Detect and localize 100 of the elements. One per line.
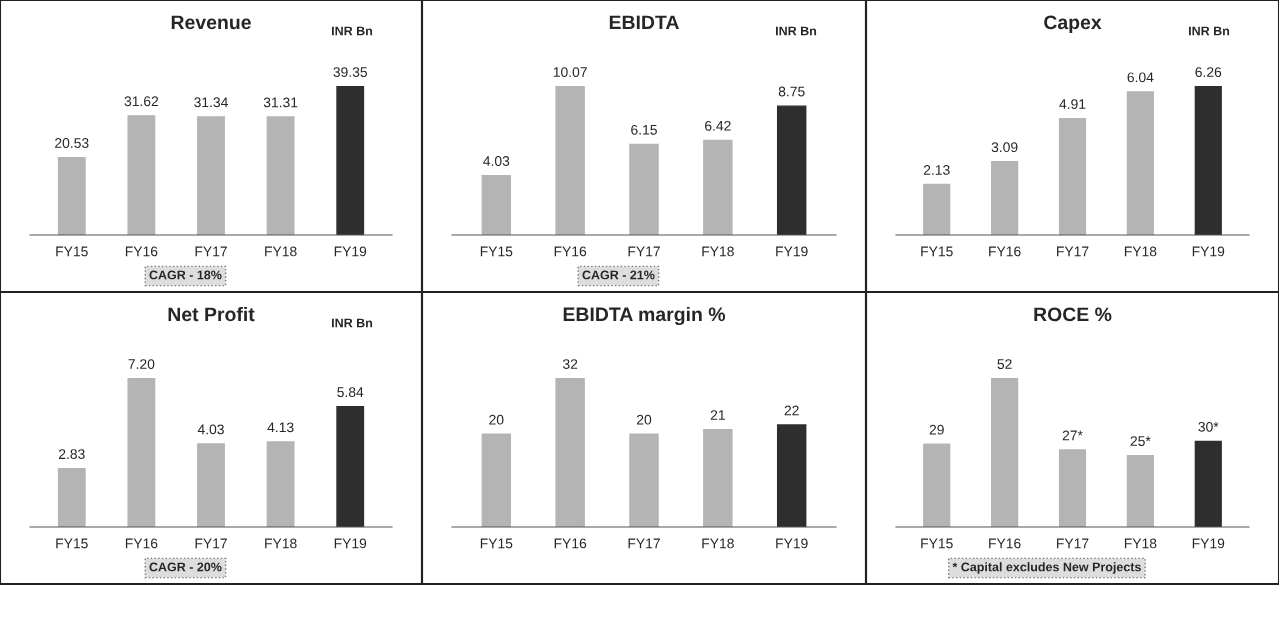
bar: [703, 428, 733, 527]
x-tick-label: FY18: [702, 538, 734, 549]
bar: [555, 377, 585, 527]
x-tick-label: FY18: [265, 538, 297, 549]
x-tick-label: FY17: [1057, 246, 1089, 257]
x-tick-label: FY19: [334, 246, 367, 257]
x-tick-label: FY17: [628, 538, 660, 549]
x-tick-label: FY16: [554, 538, 587, 549]
bar: [629, 143, 659, 235]
chart-title: Revenue: [171, 15, 251, 30]
data-label: 6.42: [705, 120, 731, 131]
x-tick-label: FY15: [480, 538, 513, 549]
x-tick-label: FY15: [56, 538, 88, 549]
bar: [991, 377, 1019, 527]
data-label: 20: [489, 414, 504, 425]
bar: [481, 174, 512, 235]
x-tick-label: FY19: [1192, 246, 1225, 257]
data-label: 31.31: [263, 97, 298, 108]
bar: [923, 443, 951, 527]
data-label: 31.62: [124, 96, 159, 107]
data-label: 6.15: [631, 124, 657, 135]
bar: [1058, 449, 1087, 527]
data-label: 4.03: [197, 424, 224, 435]
bar: [127, 115, 156, 235]
x-tick-label: FY18: [1124, 246, 1157, 257]
bar: [1058, 117, 1087, 235]
chart-title: ROCE %: [1034, 307, 1112, 322]
bar: [266, 441, 295, 527]
text: CAGR - 21%: [582, 270, 655, 280]
data-label: 4.13: [267, 422, 294, 433]
bar: [57, 156, 86, 235]
data-label: 8.75: [778, 86, 805, 97]
x-tick-label: FY15: [921, 246, 953, 257]
data-label: 25*: [1130, 436, 1151, 447]
data-label: 2.83: [58, 449, 85, 460]
data-label: 6.26: [1195, 67, 1222, 78]
bar: [923, 183, 951, 235]
data-label: 32: [562, 359, 578, 370]
data-label: 31.34: [194, 97, 228, 108]
bar: [336, 85, 365, 235]
bar: [1126, 91, 1154, 235]
data-label: 30*: [1198, 421, 1219, 432]
bar: [197, 116, 225, 235]
x-tick-label: FY18: [265, 246, 297, 257]
data-label: 52: [997, 359, 1012, 370]
y-axis-title: INR Bn: [1189, 26, 1230, 36]
bar: [555, 85, 585, 235]
data-label: 3.09: [991, 142, 1018, 153]
x-tick-label: FY16: [125, 246, 158, 257]
data-label: 7.20: [128, 359, 155, 370]
x-tick-label: FY16: [554, 246, 587, 257]
x-tick-label: FY17: [1057, 538, 1089, 549]
x-tick-label: FY16: [989, 538, 1021, 549]
x-tick-label: FY19: [776, 538, 808, 549]
bar: [1194, 85, 1222, 235]
data-label: 5.84: [337, 387, 364, 398]
x-tick-label: FY17: [195, 538, 227, 549]
bar: [1194, 440, 1222, 527]
text: * Capital excludes New Projects: [952, 562, 1141, 574]
data-label: 29: [929, 424, 944, 435]
text: CAGR - 20%: [149, 562, 222, 572]
text: CAGR - 18%: [149, 270, 222, 280]
bar: [57, 468, 86, 527]
bar: [336, 406, 365, 527]
bar: [629, 433, 659, 527]
x-tick-label: FY19: [1192, 538, 1225, 549]
bar: [703, 139, 733, 235]
data-label: 6.04: [1127, 72, 1154, 83]
data-label: 22: [784, 405, 799, 416]
bar: [266, 116, 295, 235]
x-tick-label: FY17: [195, 246, 227, 257]
y-axis-title: INR Bn: [332, 318, 373, 328]
data-label: 4.91: [1059, 99, 1086, 109]
data-label: 20.53: [55, 138, 89, 148]
x-tick-label: FY17: [628, 246, 660, 257]
x-tick-label: FY15: [921, 538, 953, 549]
y-axis-title: INR Bn: [776, 26, 817, 36]
data-label: 27*: [1062, 430, 1083, 441]
x-tick-label: FY16: [989, 246, 1021, 257]
data-label: 20: [636, 414, 652, 425]
bar: [991, 161, 1019, 235]
bar: [481, 433, 512, 527]
chart-title: EBIDTA margin %: [563, 306, 726, 326]
data-label: 39.35: [333, 67, 368, 78]
x-tick-label: FY19: [334, 538, 367, 549]
bar: [776, 105, 807, 235]
bar: [776, 424, 807, 527]
chart-title: Capex: [1044, 15, 1102, 34]
bar: [1126, 455, 1154, 527]
bar: [197, 443, 225, 527]
chart-title: EBIDTA: [609, 15, 679, 30]
x-tick-label: FY18: [702, 246, 734, 257]
x-tick-label: FY16: [125, 538, 158, 549]
bar: [127, 377, 156, 527]
data-label: 10.07: [553, 67, 587, 78]
x-tick-label: FY15: [56, 246, 88, 257]
x-tick-label: FY19: [776, 246, 808, 257]
x-tick-label: FY18: [1124, 538, 1157, 549]
chart-title: Net Profit: [168, 306, 255, 322]
y-axis-title: INR Bn: [332, 26, 373, 36]
